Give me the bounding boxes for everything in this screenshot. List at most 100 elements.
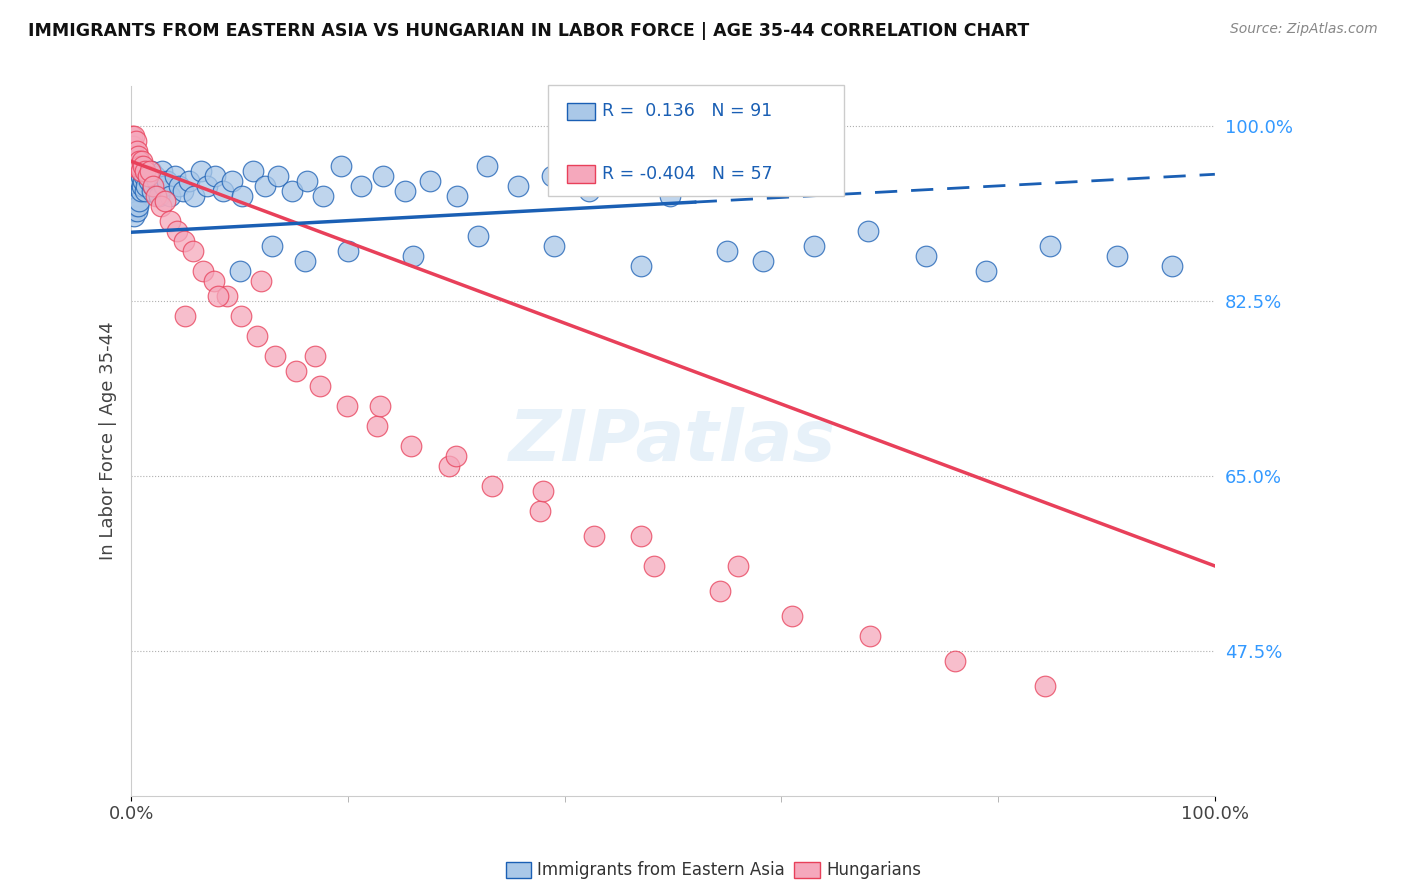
Point <box>136 169 159 184</box>
Point <box>803 239 825 253</box>
Point <box>174 309 197 323</box>
Point <box>658 189 681 203</box>
Point <box>716 244 738 259</box>
Point <box>294 254 316 268</box>
Text: R = -0.404   N = 57: R = -0.404 N = 57 <box>602 165 772 183</box>
Text: Immigrants from Eastern Asia: Immigrants from Eastern Asia <box>537 861 785 879</box>
Point <box>121 199 143 213</box>
Point <box>124 194 146 209</box>
Point <box>350 179 373 194</box>
Point <box>578 184 600 198</box>
Point <box>215 289 238 303</box>
Point <box>142 179 165 194</box>
Point <box>163 169 186 184</box>
Point <box>122 159 145 173</box>
Point <box>437 458 460 473</box>
Point <box>128 179 150 194</box>
Point <box>121 184 143 198</box>
Point <box>122 139 145 153</box>
Point <box>122 204 145 219</box>
Point <box>125 204 148 219</box>
Point <box>399 439 422 453</box>
Point <box>529 504 551 518</box>
Text: IMMIGRANTS FROM EASTERN ASIA VS HUNGARIAN IN LABOR FORCE | AGE 35-44 CORRELATION: IMMIGRANTS FROM EASTERN ASIA VS HUNGARIA… <box>28 22 1029 40</box>
Point <box>125 189 148 203</box>
Point <box>159 189 181 203</box>
Point <box>704 159 727 173</box>
Point <box>543 239 565 253</box>
Point <box>336 399 359 413</box>
Point <box>304 349 326 363</box>
Point <box>138 164 160 178</box>
Point <box>467 229 489 244</box>
Point <box>370 399 392 413</box>
Point <box>141 184 163 198</box>
Point <box>366 419 388 434</box>
Text: ZIPatlas: ZIPatlas <box>509 407 837 475</box>
Point <box>127 149 149 163</box>
Point <box>127 199 149 213</box>
Point <box>228 264 250 278</box>
Point <box>129 169 152 184</box>
Point <box>177 174 200 188</box>
Point <box>280 184 302 198</box>
Point <box>643 558 665 573</box>
Point <box>336 244 359 259</box>
Point <box>481 479 503 493</box>
Point <box>134 169 156 184</box>
Point <box>138 174 160 188</box>
Point <box>630 259 652 273</box>
Point <box>124 149 146 163</box>
Point <box>125 145 148 159</box>
Point <box>125 159 148 173</box>
Point <box>166 224 188 238</box>
Point <box>943 654 966 668</box>
Point <box>156 174 179 188</box>
Point <box>191 264 214 278</box>
Point <box>132 174 155 188</box>
Point <box>204 169 226 184</box>
Point <box>250 274 273 288</box>
Point <box>394 184 416 198</box>
Point <box>150 164 173 178</box>
Point <box>974 264 997 278</box>
Point <box>914 249 936 263</box>
Point <box>190 164 212 178</box>
Point <box>124 209 146 223</box>
Point <box>124 179 146 194</box>
Point <box>242 164 264 178</box>
Point <box>212 184 235 198</box>
Point <box>172 184 194 198</box>
Point <box>142 179 165 194</box>
Point <box>630 529 652 543</box>
Point <box>124 134 146 148</box>
Point <box>128 194 150 209</box>
Point <box>264 349 287 363</box>
Point <box>475 159 498 173</box>
Point <box>231 189 253 203</box>
Point <box>129 174 152 188</box>
Point <box>135 179 157 194</box>
Point <box>709 583 731 598</box>
Point <box>124 184 146 198</box>
Point <box>207 289 229 303</box>
Point <box>124 164 146 178</box>
Y-axis label: In Labor Force | Age 35-44: In Labor Force | Age 35-44 <box>100 322 117 560</box>
Point <box>148 189 170 203</box>
Point <box>121 145 143 159</box>
Point <box>246 329 269 343</box>
Point <box>167 179 190 194</box>
Point <box>128 154 150 169</box>
Point <box>122 189 145 203</box>
Point <box>125 174 148 188</box>
Point <box>129 159 152 173</box>
Point <box>540 169 562 184</box>
Point <box>127 184 149 198</box>
Point <box>173 234 195 248</box>
Point <box>284 364 307 378</box>
Point <box>295 174 318 188</box>
Point <box>131 154 153 169</box>
Point <box>859 629 882 643</box>
Point <box>727 558 749 573</box>
Point <box>419 174 441 188</box>
